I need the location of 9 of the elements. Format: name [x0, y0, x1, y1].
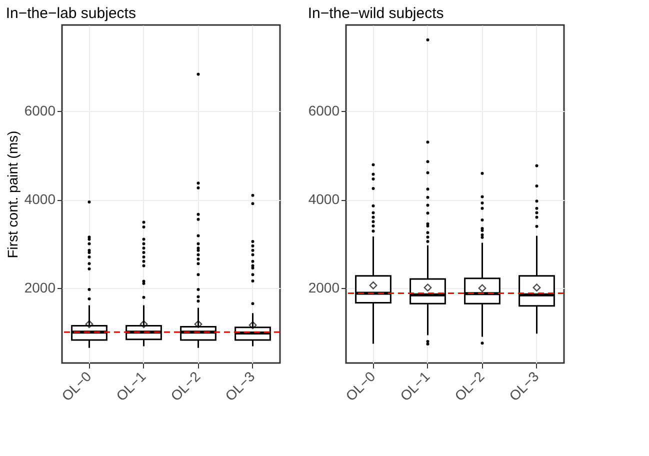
y-tick-label: 4000	[24, 191, 56, 208]
y-tick-label: 2000	[308, 279, 340, 296]
y-axis-title: First cont. paint (ms)	[4, 130, 20, 258]
chart-title: In−the−wild subjects	[308, 5, 444, 22]
chart-title: In−the−lab subjects	[6, 5, 136, 22]
y-tick-label: 2000	[24, 279, 56, 296]
y-tick-label: 6000	[24, 102, 56, 119]
y-tick-label: 6000	[308, 102, 340, 119]
y-tick-label: 4000	[308, 191, 340, 208]
